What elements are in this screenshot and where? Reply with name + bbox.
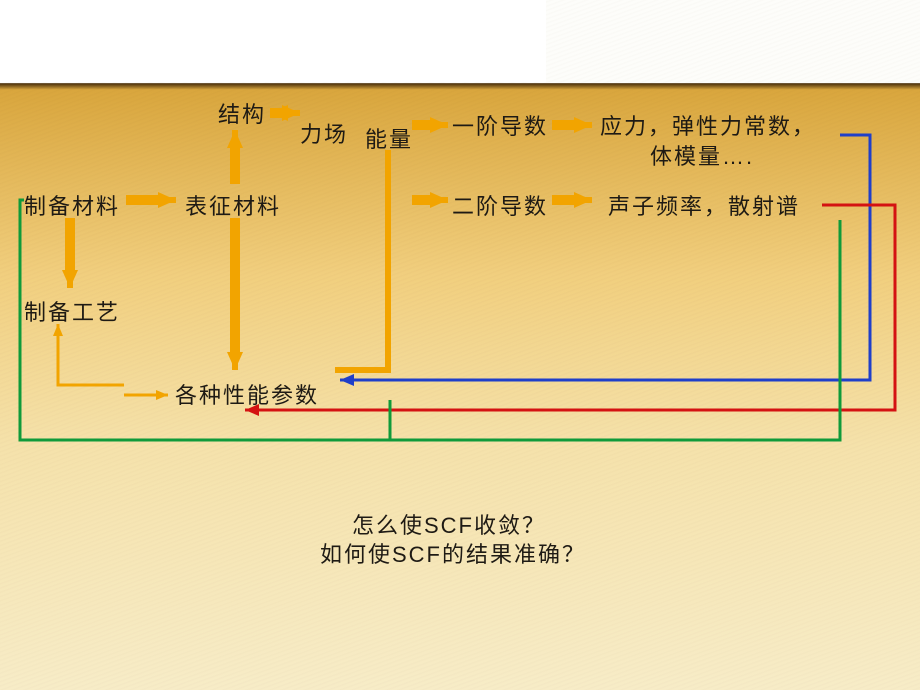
node-perf-params: 各种性能参数: [175, 378, 319, 410]
node-prep-process: 制备工艺: [24, 295, 120, 327]
node-result1a: 应力，弹性力常数，: [600, 109, 816, 141]
node-energy: 能量: [365, 122, 413, 154]
node-prep-material: 制备材料: [24, 189, 120, 221]
question-1: 怎么使SCF收敛？: [352, 508, 546, 540]
node-result1b: 体模量….: [650, 139, 754, 171]
node-structure: 结构: [218, 97, 266, 129]
diagram-stage: 结构 力场 能量 一阶导数 应力，弹性力常数， 体模量…. 二阶导数 声子频率，…: [0, 0, 920, 690]
node-result2: 声子频率，散射谱: [608, 189, 800, 221]
node-force-field: 力场: [300, 117, 348, 149]
node-second-deriv: 二阶导数: [452, 189, 548, 221]
node-first-deriv: 一阶导数: [452, 109, 548, 141]
background-texture: [0, 0, 920, 690]
question-2: 如何使SCF的结果准确？: [320, 537, 586, 569]
title-white-box: [0, 0, 546, 82]
node-char-material: 表征材料: [185, 189, 281, 221]
